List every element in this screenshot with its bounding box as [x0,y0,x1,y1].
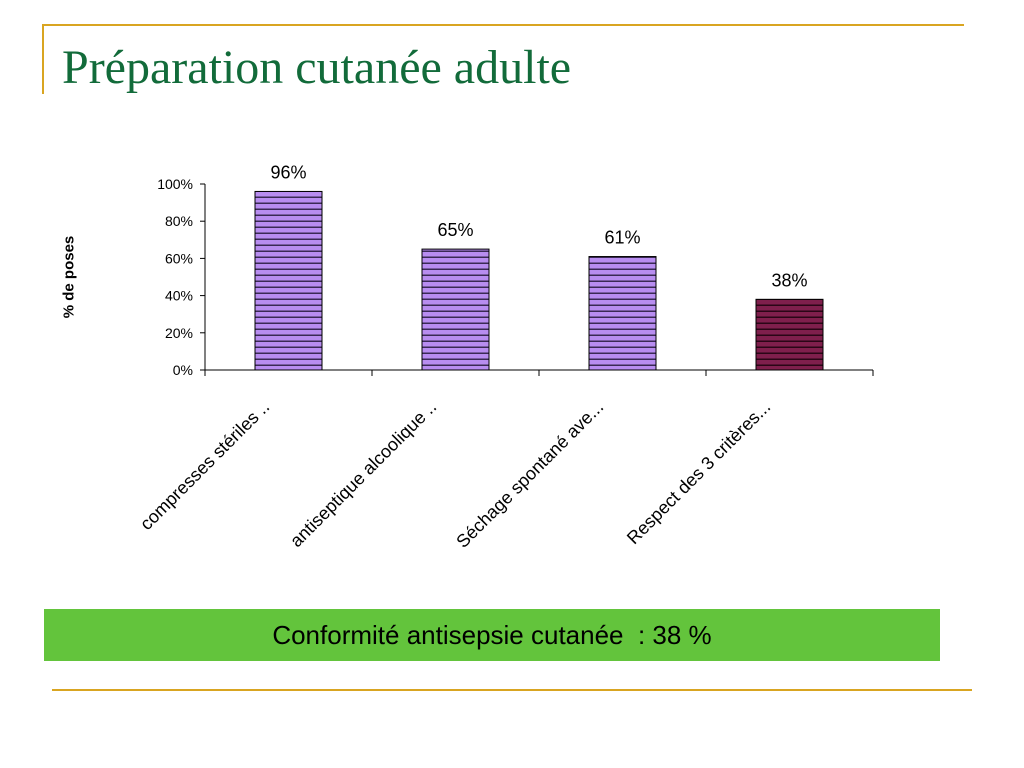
category-label-4: Respect des 3 critères... [623,397,774,548]
data-label-3: 61% [604,228,640,248]
category-label-2: antiseptique alcoolique .. [286,397,440,551]
y-tick-label: 100% [157,176,193,192]
bar-2 [421,248,490,371]
data-label-1: 96% [270,162,306,182]
conformity-banner: Conformité antisepsie cutanée : 38 % [44,609,940,661]
slide-title: Préparation cutanée adulte [62,41,572,94]
y-tick-label: 20% [165,325,193,341]
bar-chart: 0% 20% 40% 60% 80% 100% 96% compresses stérile… [136,162,874,552]
category-label-1: compresses stériles .. [136,397,273,534]
frame-bottom-line [52,689,972,691]
chart-bars [254,190,824,371]
frame-left-line [42,24,44,94]
y-tick-label: 80% [165,213,193,229]
y-tick-label: 60% [165,250,193,266]
bar-4 [755,298,824,371]
data-label-4: 38% [771,270,807,290]
y-tick-label: 0% [173,362,193,378]
data-label-2: 65% [437,220,473,240]
bar-1 [254,190,323,371]
category-label-3: Séchage spontané ave... [452,397,607,552]
bar-3 [588,256,657,371]
frame-top-line [42,24,964,26]
y-tick-label: 40% [165,288,193,304]
